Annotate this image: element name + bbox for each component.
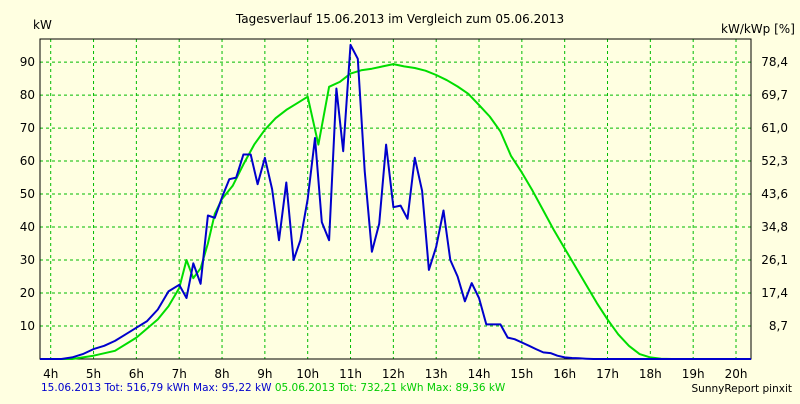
chart-title: Tagesverlauf 15.06.2013 im Vergleich zum… — [235, 12, 564, 26]
y-tick-label-right: 69,7 — [761, 88, 788, 102]
x-tick-label: 4h — [43, 367, 58, 381]
series-line-05.06.2013 — [40, 63, 751, 360]
y-tick-label-right: 34,8 — [761, 220, 788, 234]
y-tick-label-right: 78,4 — [761, 55, 788, 69]
x-tick-label: 6h — [129, 367, 144, 381]
grid-layer — [40, 39, 751, 359]
y-tick-label-right: 43,6 — [761, 187, 788, 201]
left-axis-unit: kW — [33, 18, 52, 32]
y-tick-label-left: 70 — [20, 121, 35, 135]
x-tick-label: 10h — [296, 367, 319, 381]
y-tick-label-left: 30 — [20, 253, 35, 267]
y-tick-label-left: 20 — [20, 286, 35, 300]
x-tick-label: 12h — [382, 367, 405, 381]
footer-summary: 15.06.2013 Tot: 516,79 kWh Max: 95,22 kW… — [41, 382, 505, 394]
x-tick-label: 8h — [214, 367, 229, 381]
x-tick-label: 7h — [172, 367, 187, 381]
y-tick-label-right: 52,3 — [761, 154, 788, 168]
y-tick-label-right: 26,1 — [761, 253, 788, 267]
footer-series-2: 05.06.2013 Tot: 732,21 kWh Max: 89,36 kW — [274, 382, 506, 394]
plot-frame — [39, 38, 752, 360]
x-tick-label: 18h — [639, 367, 662, 381]
y-tick-label-right: 8,7 — [769, 319, 788, 333]
tick-layer: 4h 5h 6h 7h 8h 9h 10h 11h 12h 13h 14h 15h 16h 17h 18h 1… — [20, 55, 788, 381]
x-tick-label: 19h — [682, 367, 705, 381]
x-tick-label: 9h — [257, 367, 272, 381]
y-tick-label-left: 60 — [20, 154, 35, 168]
x-tick-label: 11h — [339, 367, 362, 381]
x-tick-label: 20h — [725, 367, 748, 381]
x-tick-label: 13h — [425, 367, 448, 381]
y-tick-label-right: 17,4 — [761, 286, 788, 300]
credit-label: SunnyReport pinxit — [691, 383, 792, 395]
series-layer — [40, 43, 751, 360]
right-axis-unit: kW/kWp [%] — [721, 22, 795, 36]
y-tick-label-left: 80 — [20, 88, 35, 102]
y-tick-label-left: 50 — [20, 187, 35, 201]
y-tick-label-left: 10 — [20, 319, 35, 333]
y-tick-label-left: 40 — [20, 220, 35, 234]
x-tick-label: 17h — [596, 367, 619, 381]
series-line-15.06.2013 — [40, 43, 751, 360]
y-tick-label-right: 61,0 — [761, 121, 788, 135]
x-tick-label: 14h — [468, 367, 491, 381]
footer-series-1: 15.06.2013 Tot: 516,79 kWh Max: 95,22 kW — [41, 382, 272, 394]
x-tick-label: 15h — [510, 367, 533, 381]
y-tick-label-left: 90 — [20, 55, 35, 69]
x-tick-label: 5h — [86, 367, 101, 381]
x-tick-label: 16h — [553, 367, 576, 381]
